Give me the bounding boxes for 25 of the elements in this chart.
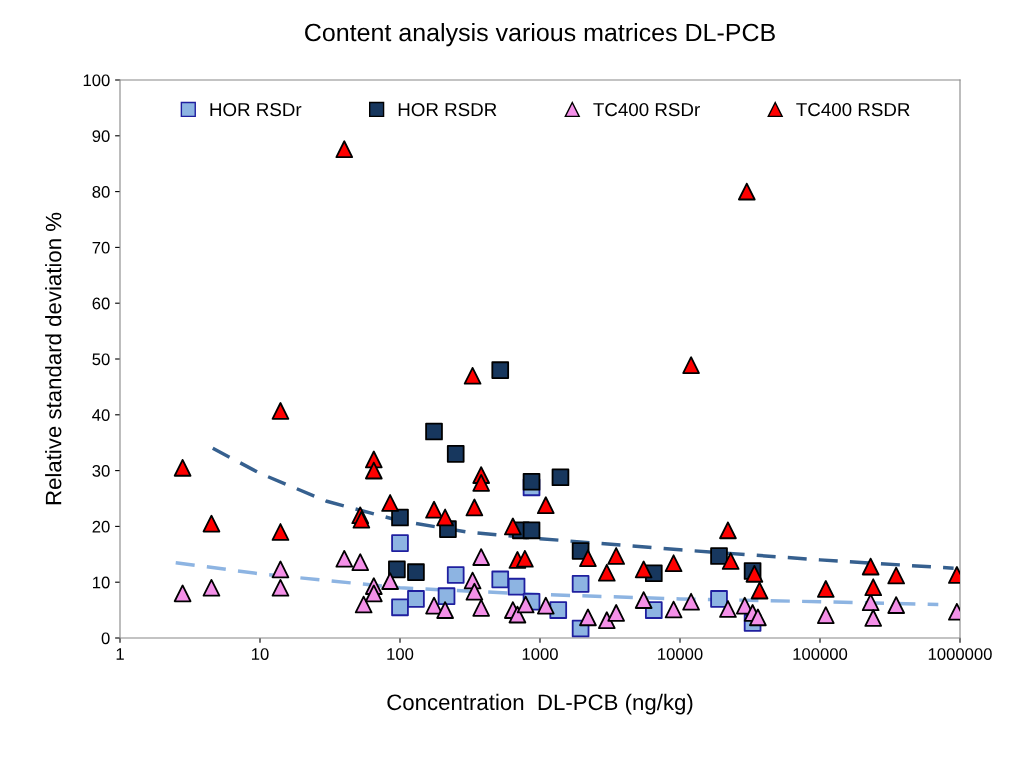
legend-label: TC400 RSDR [796, 102, 910, 117]
x-tick-label: 10000 [658, 648, 703, 660]
y-tick-label: 20 [92, 520, 110, 533]
y-tick-label: 10 [93, 576, 110, 589]
y-tick-label: 90 [92, 130, 110, 142]
legend-label: TC400 RSDr [593, 102, 700, 117]
x-tick-label: 100000 [793, 648, 848, 660]
y-tick-label: 30 [92, 465, 110, 477]
y-tick-label: 100 [83, 74, 110, 87]
y-tick-label: 60 [92, 297, 110, 310]
y-tick-label: 50 [92, 353, 110, 366]
y-tick-label: 40 [92, 409, 110, 421]
x-tick-label: 1 [116, 648, 124, 660]
legend-label: HOR RSDr [210, 102, 302, 117]
x-tick-label: 1000 [522, 648, 558, 660]
y-tick-label: 0 [101, 632, 110, 645]
chart-title: Content analysis various matrices DL-PCB [305, 22, 775, 47]
x-tick-label: 100 [387, 648, 414, 660]
legend-label: HOR RSDR [398, 102, 497, 117]
y-tick-label: 80 [92, 186, 110, 198]
y-axis-title: Relative standard deviation % [45, 212, 62, 505]
x-tick-label: 10 [252, 648, 269, 660]
x-tick-label: 1000000 [928, 648, 992, 660]
y-tick-label: 70 [92, 241, 110, 254]
x-axis-title: Concentration DL-PCB (ng/kg) [387, 693, 693, 715]
